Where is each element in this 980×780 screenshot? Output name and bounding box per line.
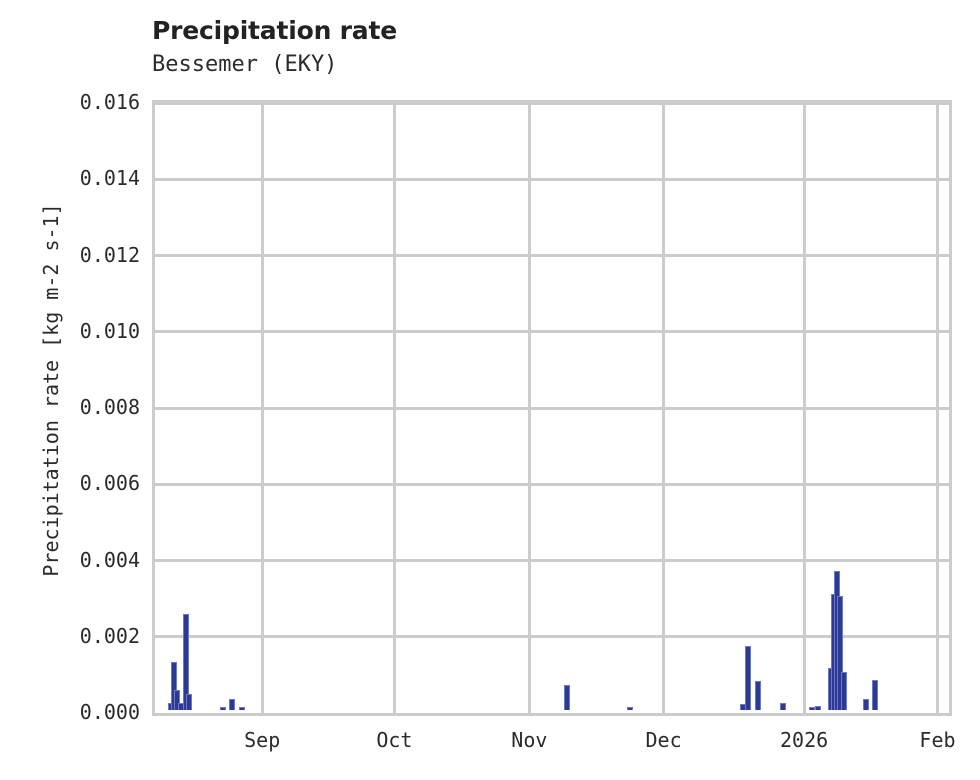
bar [754, 681, 761, 710]
y-tick-label: 0.006 [79, 471, 140, 496]
bar [186, 694, 193, 710]
y-tick-label: 0.014 [79, 166, 140, 191]
gridline-horizontal [155, 406, 949, 410]
x-tick-label: Feb [919, 728, 956, 752]
y-tick-label: 0.012 [79, 242, 140, 267]
x-tick-label: Sep [244, 728, 281, 752]
bar [563, 685, 570, 710]
gridline-horizontal [155, 635, 949, 639]
bar [862, 699, 869, 710]
bar [815, 705, 822, 710]
bar [840, 671, 847, 710]
bar [872, 679, 879, 710]
bar [744, 645, 751, 710]
bar [229, 699, 236, 710]
y-tick-label: 0.004 [79, 547, 140, 572]
gridline-horizontal [155, 177, 949, 181]
x-tick-label: 2026 [780, 728, 829, 752]
bar [171, 662, 178, 710]
gridline-vertical [662, 103, 666, 713]
x-tick-label: Nov [511, 728, 548, 752]
x-tick-label: Dec [645, 728, 682, 752]
gridline-horizontal [155, 330, 949, 334]
bar [780, 703, 787, 710]
chart-title: Precipitation rate [152, 16, 397, 45]
y-tick-label: 0.010 [79, 318, 140, 343]
gridline-vertical [935, 103, 939, 713]
precipitation-bar-series [155, 103, 949, 713]
bar [177, 703, 184, 710]
gridline-horizontal [155, 482, 949, 486]
gridline-vertical [802, 103, 806, 713]
bar [808, 706, 815, 710]
gridline-horizontal [155, 559, 949, 562]
y-tick-label: 0.000 [79, 700, 140, 724]
y-tick-label: 0.008 [79, 395, 140, 419]
bar [238, 706, 245, 710]
x-tick-label: Oct [376, 728, 413, 752]
gridline-horizontal [155, 101, 949, 105]
plot-area [152, 100, 952, 716]
bar [219, 706, 226, 710]
bar [183, 613, 190, 710]
bar [174, 690, 181, 710]
gridline-vertical [527, 103, 531, 713]
bar [837, 595, 844, 710]
chart-subtitle: Bessemer (EKY) [152, 52, 338, 77]
bar [627, 706, 634, 710]
y-tick-label: 0.016 [79, 90, 140, 114]
y-tick-label: 0.002 [79, 623, 140, 648]
gridline-horizontal [155, 254, 949, 257]
gridline-vertical [392, 103, 396, 713]
gridline-vertical [260, 103, 264, 713]
